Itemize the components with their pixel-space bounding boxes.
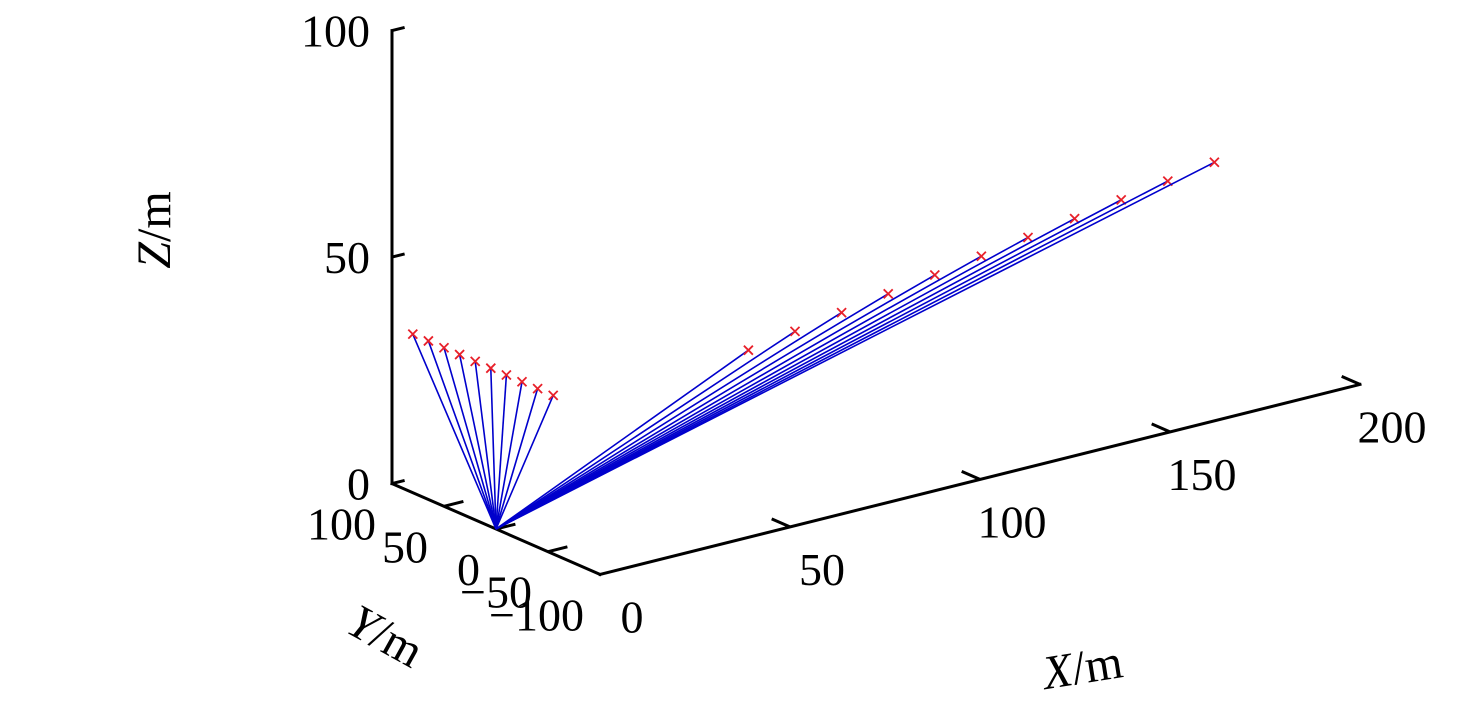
x-tick-label: 0 — [621, 591, 644, 642]
x-axis-line — [598, 382, 1362, 577]
endpoint-marker — [548, 390, 559, 401]
x-tick-mark — [1151, 422, 1171, 434]
y-tick-mark — [547, 545, 568, 554]
ray-line — [495, 395, 554, 530]
endpoint-marker — [454, 349, 465, 360]
data-series — [407, 157, 1220, 530]
endpoint-marker — [836, 307, 847, 318]
y-tick-label: −50 — [460, 567, 532, 618]
z-axis-title-var: Z — [128, 241, 181, 269]
endpoint-marker — [532, 383, 543, 394]
z-tick-label: 100 — [301, 6, 370, 57]
ray-line — [495, 161, 1215, 530]
ray-line — [427, 340, 497, 530]
endpoint-marker — [1069, 213, 1080, 224]
ray-line — [495, 274, 936, 530]
endpoint-marker — [501, 369, 512, 381]
y-tick-label: −100 — [489, 589, 584, 640]
z-tick-mark — [391, 252, 405, 259]
x-tick-label: 150 — [1168, 449, 1237, 500]
ray-line — [495, 293, 889, 530]
endpoint-marker — [789, 326, 801, 337]
axes — [390, 25, 1362, 577]
y-tick-label: 0 — [457, 544, 480, 595]
x-tick-mark — [961, 470, 981, 481]
endpoint-marker — [438, 342, 450, 353]
x-axis-title: X/m — [1037, 635, 1126, 700]
y-axis-title: Y/m — [339, 595, 432, 679]
z-tick-mark — [391, 25, 405, 33]
x-tick-label: 100 — [978, 496, 1047, 547]
z-tick-label: 0 — [347, 459, 370, 510]
endpoint-marker — [743, 345, 754, 356]
ray-line — [458, 354, 497, 530]
endpoint-marker — [929, 269, 940, 281]
endpoint-marker — [516, 376, 528, 387]
ray-line — [443, 347, 497, 530]
endpoint-marker — [470, 356, 481, 367]
z-tick-mark — [391, 478, 405, 486]
endpoint-marker — [1209, 157, 1220, 168]
z-tick-label: 50 — [324, 232, 370, 283]
ray-line — [495, 236, 1029, 530]
ray-line — [495, 388, 539, 530]
ray-line — [495, 330, 796, 530]
z-axis-title-unit: /m — [128, 191, 181, 242]
endpoint-marker — [407, 328, 418, 340]
x-tick-mark — [771, 517, 791, 529]
ray-line — [474, 361, 497, 530]
endpoint-marker — [423, 335, 434, 347]
y-tick-label: 100 — [307, 499, 376, 550]
y-tick-label: 50 — [382, 521, 428, 572]
endpoint-marker — [485, 363, 496, 374]
ray-line — [412, 333, 497, 530]
ray-line — [495, 349, 749, 530]
y-tick-mark — [443, 499, 464, 508]
x-axis-title-unit: /m — [1068, 635, 1126, 695]
endpoint-marker — [1022, 232, 1034, 243]
ray-line — [495, 255, 982, 530]
ray-line — [495, 311, 843, 530]
x-tick-label: 200 — [1358, 401, 1427, 452]
endpoint-marker — [883, 288, 894, 299]
ray-line — [490, 368, 497, 530]
ray-line — [495, 374, 508, 530]
x-tick-mark — [1341, 375, 1361, 386]
z-axis-title: Z/m — [128, 191, 181, 268]
endpoint-marker — [976, 251, 987, 262]
ray-line — [495, 217, 1075, 530]
x-tick-label: 50 — [799, 544, 845, 595]
ray-line — [495, 381, 523, 530]
